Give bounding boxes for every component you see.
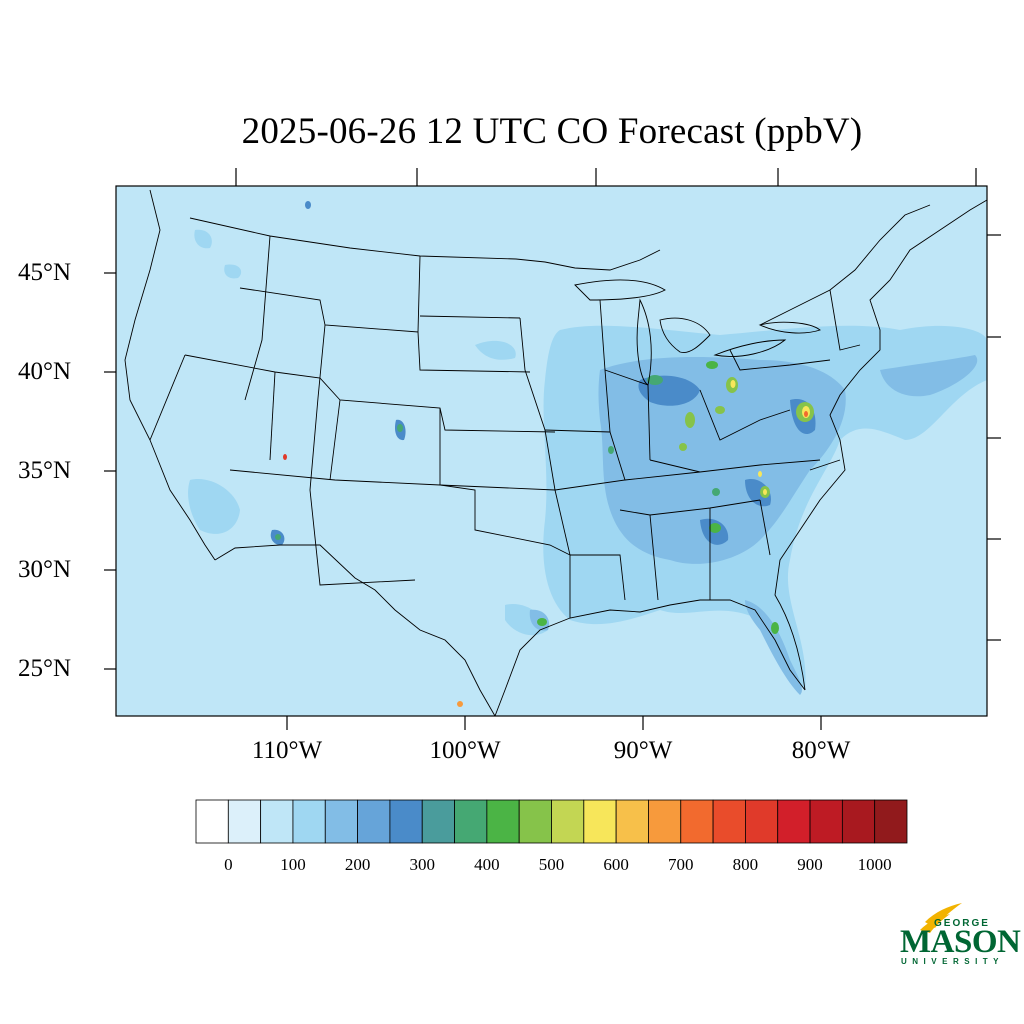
colorbar-tick-label: 100 [280,855,306,874]
colorbar-swatch [551,799,585,844]
colorbar-swatch [324,799,358,844]
lat-label-40: 40°N [18,358,72,385]
lat-label-35: 35°N [18,457,72,484]
colorbar-tick-label: 700 [668,855,694,874]
co-moderate-regions [529,355,978,695]
gmu-logo: GEORGE MASON UNIVERSITY [898,900,1021,970]
colorbar-swatch [648,799,682,844]
logo-line-mason: MASON [900,924,1021,960]
colorbar-tick-label: 500 [538,855,565,874]
co-hotspots [275,201,814,707]
map-title: 2025-06-26 12 UTC CO Forecast (ppbV) [241,111,863,152]
lon-label-100: 100°W [429,737,501,764]
colorbar-swatch [777,799,811,844]
colorbar-swatch [518,799,552,844]
logo-line-university: UNIVERSITY [901,957,1005,966]
colorbar-swatch [745,799,779,844]
colorbar-swatch [841,799,876,844]
colorbar-tick-label: 300 [409,855,435,874]
colorbar-tick-label: 600 [603,855,629,874]
colorbar-swatch [486,799,520,844]
colorbar-swatch [809,799,843,844]
lon-ticks [286,716,822,730]
colorbar-swatch [389,799,423,844]
colorbar-swatch [292,799,326,844]
map-frame [115,185,988,717]
logo-swoosh-icon [920,903,962,933]
lon-label-80: 80°W [791,737,851,764]
colorbar-swatch [583,799,617,844]
lat-label-30: 30°N [18,556,72,583]
colorbar-swatch [421,799,455,844]
colorbar-tick-label: 1000 [857,855,892,874]
right-ticks [987,234,1001,641]
colorbar-swatch [260,799,294,844]
colorbar-swatch [712,799,746,844]
colorbar-tick-label: 400 [474,855,500,874]
colorbar-swatch [680,799,714,844]
colorbar-swatch [357,799,391,844]
lat-label-45: 45°N [18,259,72,286]
colorbar-swatch [227,799,262,844]
lon-label-110: 110°W [251,737,323,764]
top-ticks [235,168,977,186]
colorbar-tick-label: 900 [797,855,823,874]
map-boundaries [124,189,987,716]
lat-label-25: 25°N [18,655,72,682]
colorbar-tick-label: 800 [732,855,759,874]
colorbar-swatch [454,799,488,844]
colorbar-tick-label: 200 [344,855,371,874]
colorbar-swatch [615,799,649,844]
logo-line-george: GEORGE [934,918,990,929]
lat-ticks [104,272,116,670]
colorbar-tick-label: 0 [224,855,233,874]
colorbar-swatch [195,799,229,844]
lon-label-90: 90°W [613,737,673,764]
colorbar [195,799,908,844]
colorbar-swatch [874,799,908,844]
